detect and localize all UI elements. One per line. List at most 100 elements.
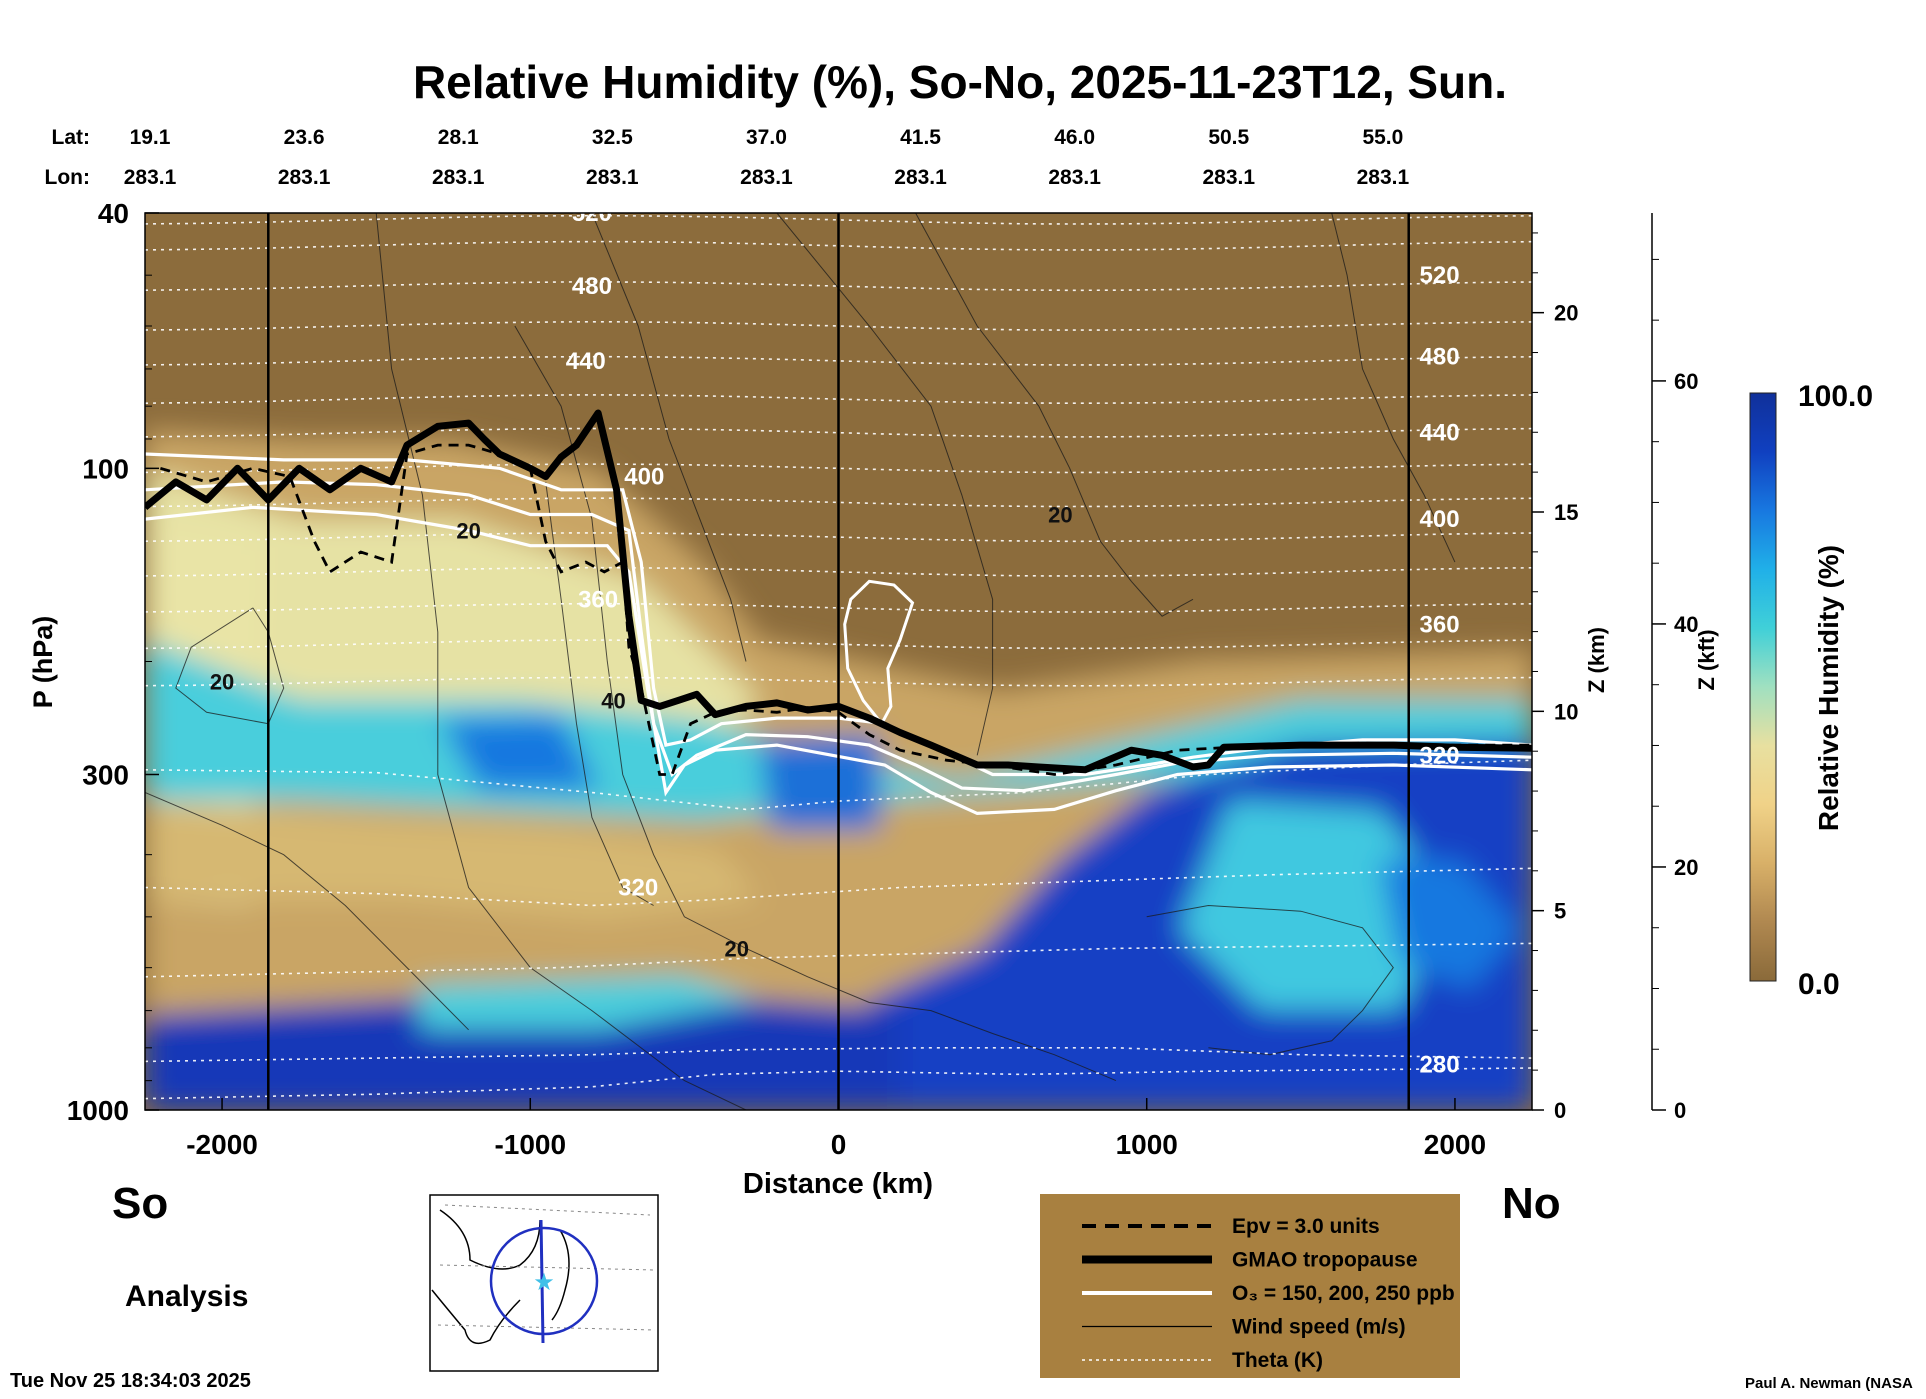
- wind-label: 20: [1048, 502, 1072, 527]
- wind-contour: [514, 325, 1117, 1082]
- z-kft-axis: 0 20 40 60: [1651, 213, 1698, 1123]
- theta-label: 400: [624, 464, 664, 491]
- y-tick-label: 300: [82, 759, 129, 790]
- lon-value: 283.1: [740, 166, 793, 189]
- lon-value: 283.1: [278, 166, 331, 189]
- lon-value: 283.1: [124, 166, 177, 189]
- theta-label: 440: [1420, 420, 1460, 447]
- legend-label: Epv = 3.0 units: [1232, 1215, 1380, 1238]
- colorbar: [1749, 392, 1777, 982]
- wind-label: 20: [210, 670, 234, 695]
- z-kft-tick-label: 0: [1674, 1098, 1686, 1123]
- x-tick-label: -2000: [186, 1129, 258, 1160]
- map-center-star-icon: ★: [533, 1269, 555, 1296]
- x-tick-label: 1000: [1116, 1129, 1178, 1160]
- x-axis: -2000 -1000 0 1000 2000: [186, 1098, 1486, 1160]
- lat-value: 41.5: [900, 126, 941, 149]
- wind-label: 40: [601, 688, 625, 713]
- wind-contour: [915, 213, 1194, 617]
- theta-label: 520: [1420, 262, 1460, 289]
- lat-value: 19.1: [130, 126, 171, 149]
- colorbar-max-label: 100.0: [1798, 380, 1873, 413]
- lon-value: 283.1: [1202, 166, 1255, 189]
- legend-label: O₃ = 150, 200, 250 ppb: [1232, 1282, 1455, 1305]
- wind-speed-contours: [145, 213, 1456, 1110]
- map-coastline-south: [431, 1289, 521, 1345]
- south-label: So: [112, 1179, 168, 1228]
- z-km-tick-label: 5: [1554, 899, 1566, 924]
- y-tick-label: 1000: [67, 1095, 129, 1126]
- y-tick-label: 40: [98, 198, 129, 229]
- wind-contour: [776, 213, 994, 756]
- lat-value: 55.0: [1362, 126, 1403, 149]
- credit: Paul A. Newman (NASA: [1745, 1375, 1913, 1392]
- tropopause-line-path: [145, 409, 1532, 774]
- legend-label: Wind speed (m/s): [1232, 1316, 1406, 1339]
- lat-value: 32.5: [592, 126, 633, 149]
- y-axis-label: P (hPa): [28, 616, 58, 709]
- vertical-markers: [267, 213, 1410, 1110]
- theta-label: 520: [572, 200, 612, 227]
- wind-label: 20: [456, 519, 480, 544]
- x-axis-label: Distance (km): [743, 1168, 933, 1200]
- wind-contour: [545, 481, 654, 906]
- lat-value: 23.6: [284, 126, 325, 149]
- ozone-contour: [145, 505, 1532, 816]
- analysis-label: Analysis: [125, 1280, 248, 1313]
- lat-value: 37.0: [746, 126, 787, 149]
- theta-contours: [145, 214, 1532, 1100]
- y-axis: 40 100 300 1000: [67, 198, 159, 1126]
- z-kft-axis-label: Z (kft): [1694, 629, 1719, 690]
- x-tick-label: -1000: [494, 1129, 566, 1160]
- colorbar-min-label: 0.0: [1798, 968, 1840, 1001]
- theta-label: 320: [1420, 742, 1460, 769]
- wind-contour: [1146, 904, 1394, 1056]
- map-graticule: [437, 1204, 656, 1331]
- legend: Epv = 3.0 units GMAO tropopause O₃ = 150, …: [1040, 1194, 1460, 1378]
- theta-label: 360: [578, 586, 618, 613]
- wind-contour: [591, 213, 747, 662]
- lat-value: 50.5: [1208, 126, 1249, 149]
- map-cross-section-line: [539, 1219, 545, 1344]
- lat-label: Lat:: [52, 126, 91, 149]
- plot-area: 520480440400360320520480440400360320280 …: [145, 200, 1532, 1110]
- map-coastline: [439, 1209, 541, 1270]
- z-kft-tick-label: 20: [1674, 855, 1698, 880]
- z-km-axis: 0 5 10 15 20: [1532, 232, 1578, 1123]
- lon-label: Lon:: [45, 166, 90, 189]
- y-tick-label: 100: [82, 453, 129, 484]
- lat-value: 46.0: [1054, 126, 1095, 149]
- theta-label: 400: [1420, 506, 1460, 533]
- theta-line: [145, 1067, 1532, 1100]
- wind-labels: 20 20 40 20 20: [210, 502, 1073, 961]
- wind-contour: [375, 213, 747, 1110]
- x-tick-label: 2000: [1424, 1129, 1486, 1160]
- theta-label: 440: [566, 348, 606, 375]
- lat-lon-header: Lat: Lon: 19.1 23.6 28.1 32.5 37.0 41.5 46.0 50…: [45, 126, 1410, 189]
- legend-label: Theta (K): [1232, 1349, 1323, 1372]
- ozone-contour-blob: [843, 579, 915, 727]
- z-km-tick-label: 20: [1554, 301, 1578, 326]
- map-coastline-east: [551, 1229, 570, 1321]
- wind-contour: [175, 607, 285, 725]
- theta-label: 320: [618, 874, 658, 901]
- wind-contour: [1331, 213, 1456, 563]
- z-kft-tick-label: 40: [1674, 612, 1698, 637]
- wind-contour: [145, 792, 469, 1031]
- inset-map: ★: [429, 1194, 659, 1372]
- ozone-contour: [145, 480, 1532, 793]
- lon-value: 283.1: [894, 166, 947, 189]
- theta-label: 480: [1420, 344, 1460, 371]
- north-label: No: [1502, 1179, 1561, 1228]
- z-km-tick-label: 15: [1554, 500, 1578, 525]
- theta-label: 360: [1420, 611, 1460, 638]
- timestamp: Tue Nov 25 18:34:03 2025: [10, 1370, 251, 1392]
- lon-value: 283.1: [1048, 166, 1101, 189]
- lon-value: 283.1: [432, 166, 485, 189]
- lon-value: 283.1: [586, 166, 639, 189]
- lat-value: 28.1: [438, 126, 479, 149]
- z-km-tick-label: 0: [1554, 1098, 1566, 1123]
- lon-value: 283.1: [1357, 166, 1410, 189]
- wind-label: 20: [725, 936, 749, 961]
